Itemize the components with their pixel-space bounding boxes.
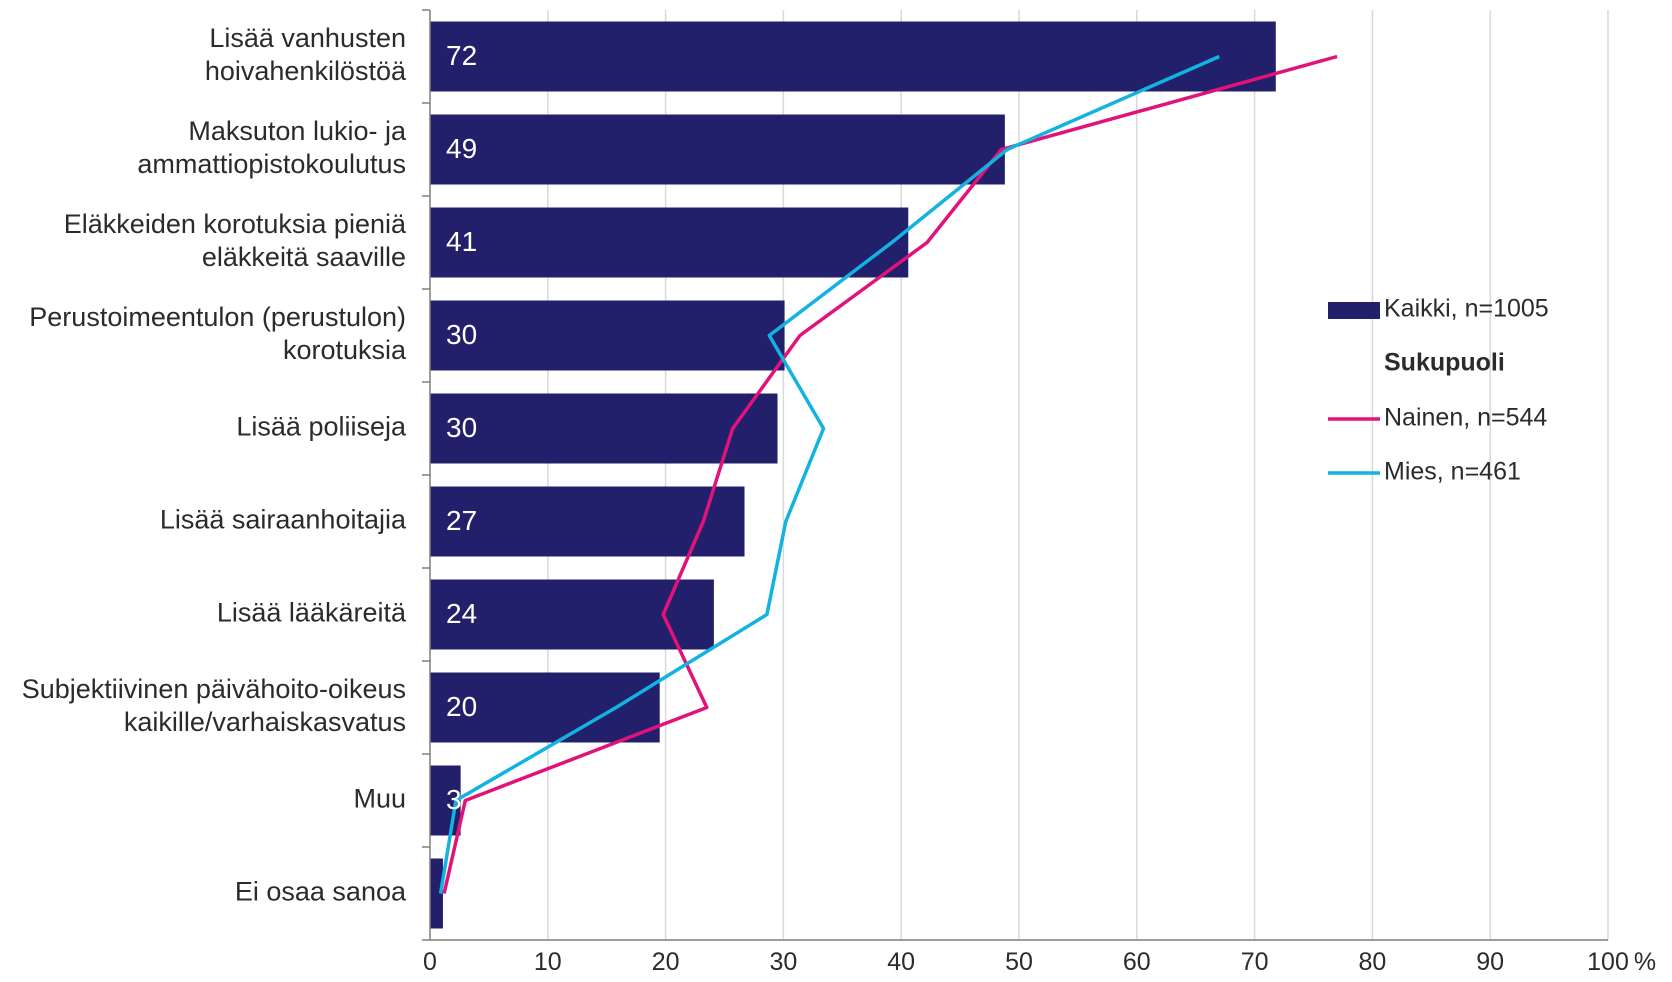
bar-5 (430, 486, 745, 557)
data-label: 30 (446, 319, 477, 350)
x-tick-label: 0 (423, 948, 437, 976)
bar-9 (430, 858, 443, 929)
category-label: ammattiopistokoulutus (137, 149, 406, 179)
data-label: 24 (446, 598, 477, 629)
category-label: hoivahenkilöstöä (205, 56, 407, 86)
x-tick-label: 30 (769, 948, 797, 976)
legend-heading: Sukupuoli (1384, 349, 1505, 377)
line-series (438, 54, 1338, 894)
category-label: korotuksia (283, 335, 407, 365)
x-tick-label: 20 (652, 948, 680, 976)
x-tick-label: 80 (1358, 948, 1386, 976)
legend-swatch-kaikki (1328, 302, 1380, 319)
x-tick-label: 40 (887, 948, 915, 976)
axes (422, 9, 1608, 941)
x-tick-label: 60 (1123, 948, 1151, 976)
category-label: kaikille/varhaiskasvatus (124, 707, 406, 737)
category-label: Eläkkeiden korotuksia pieniä (64, 209, 407, 239)
category-label: Maksuton lukio- ja (188, 116, 407, 146)
category-label: Ei osaa sanoa (235, 877, 407, 907)
category-label: Subjektiivinen päivähoito-oikeus (22, 674, 406, 704)
bar-0 (430, 21, 1276, 92)
data-label: 20 (446, 691, 477, 722)
category-label: Lisää vanhusten (209, 23, 406, 53)
line-series-2 (438, 54, 1221, 894)
data-label: 72 (446, 40, 477, 71)
x-tick-label: 50 (1005, 948, 1033, 976)
category-label: eläkkeitä saaville (202, 242, 406, 272)
x-tick-labels: 0 10 20 30 40 50 60 70 80 90 100% (423, 948, 1656, 976)
legend: Kaikki, n=1005 Sukupuoli Nainen, n=544 M… (1328, 295, 1549, 486)
data-label: 30 (446, 412, 477, 443)
bar-6 (430, 579, 714, 650)
category-label: Lisää poliiseja (236, 412, 407, 442)
line-series-1 (442, 54, 1338, 894)
legend-label-nainen: Nainen, n=544 (1384, 404, 1547, 432)
data-label: 41 (446, 226, 477, 257)
x-tick-label: 10 (534, 948, 562, 976)
bar-series (430, 21, 1276, 929)
bar-3 (430, 300, 785, 371)
data-labels: 72 49 41 30 30 27 24 20 3 (446, 40, 477, 815)
x-unit-label: % (1634, 948, 1656, 976)
bar-2 (430, 207, 909, 278)
category-label: Muu (353, 784, 406, 814)
data-label: 3 (446, 784, 462, 815)
data-label: 27 (446, 505, 477, 536)
x-tick-label: 70 (1241, 948, 1269, 976)
category-label: Perustoimeentulon (perustulon) (29, 302, 406, 332)
data-label: 49 (446, 133, 477, 164)
bar-4 (430, 393, 778, 464)
category-label: Lisää sairaanhoitajia (160, 505, 407, 535)
x-tick-label: 100 (1587, 948, 1629, 976)
category-label: Lisää lääkäreitä (217, 598, 407, 628)
bar-7 (430, 672, 660, 743)
legend-label-mies: Mies, n=461 (1384, 458, 1521, 486)
legend-label-kaikki: Kaikki, n=1005 (1384, 295, 1549, 323)
bar-1 (430, 114, 1005, 185)
x-tick-label: 90 (1476, 948, 1504, 976)
